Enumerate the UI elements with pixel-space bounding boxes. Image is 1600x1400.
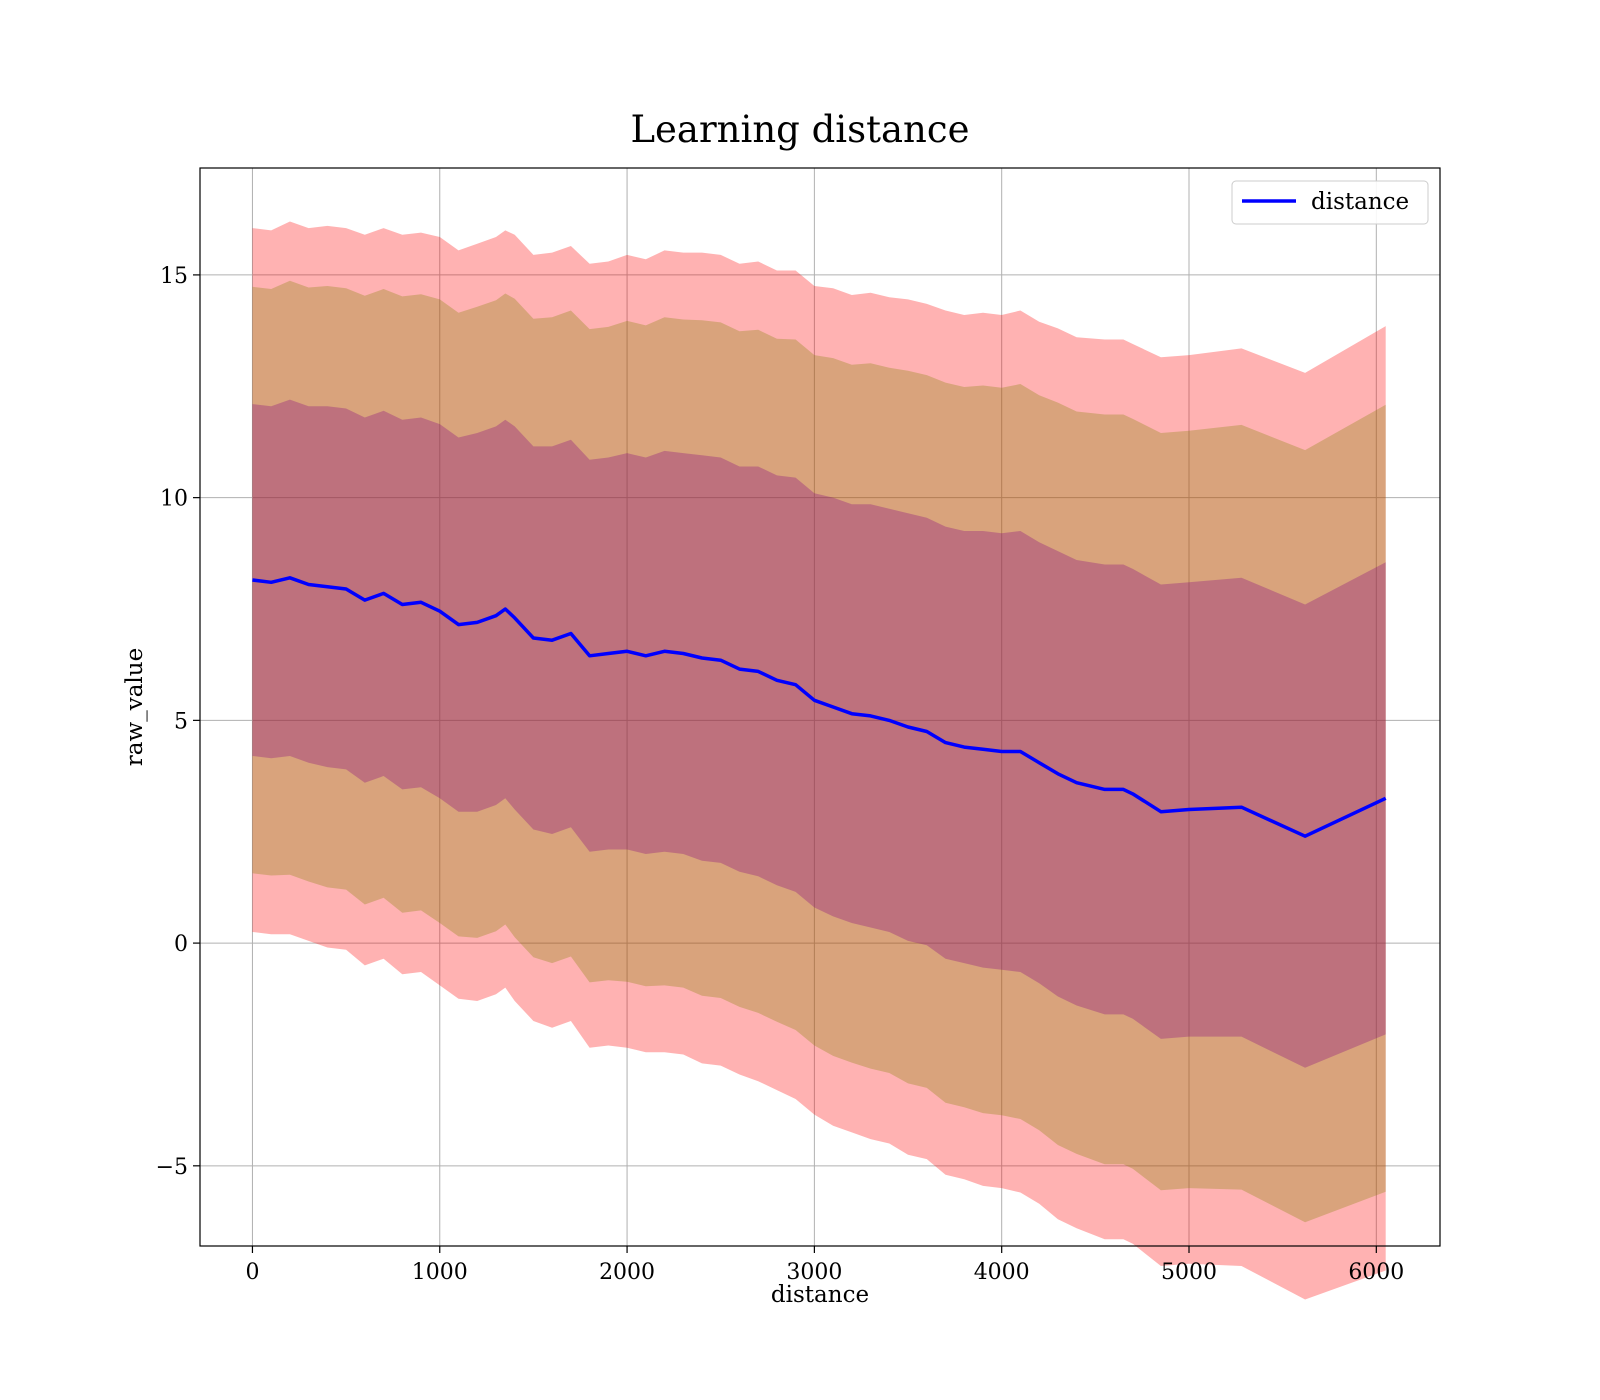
x-tick-label: 6000 <box>1348 1260 1404 1285</box>
band-middle <box>252 280 1386 1223</box>
y-tick-label: 10 <box>160 487 188 512</box>
y-tick-label: 0 <box>174 932 188 957</box>
x-tick-label: 5000 <box>1161 1260 1217 1285</box>
chart-title: Learning distance <box>630 108 969 151</box>
band-inner <box>252 399 1386 1068</box>
y-tick-label: −5 <box>156 1155 188 1180</box>
legend-box <box>1231 180 1429 225</box>
plot-frame <box>199 167 1441 1247</box>
x-tick-label: 1000 <box>412 1260 468 1285</box>
x-tick-label: 3000 <box>786 1260 842 1285</box>
x-tick-label: 0 <box>245 1260 259 1285</box>
x-tick-label: 2000 <box>599 1260 655 1285</box>
x-tick-label: 4000 <box>974 1260 1030 1285</box>
y-axis-ticks: −5 0 5 10 15 <box>156 264 200 1180</box>
grid-lines <box>200 168 1440 1246</box>
band-outer <box>252 221 1386 1300</box>
x-axis-ticks: 0 1000 2000 3000 4000 5000 6000 <box>245 1246 1404 1285</box>
legend: distance <box>1231 180 1429 225</box>
series-line-distance <box>252 576 1387 838</box>
confidence-bands <box>252 221 1386 1300</box>
y-tick-label: 5 <box>174 709 188 734</box>
y-tick-label: 15 <box>160 264 188 289</box>
series-lines <box>252 576 1387 838</box>
legend-label-distance: distance <box>1311 189 1409 215</box>
x-axis-label: distance <box>771 1282 869 1308</box>
y-axis-label: raw_value <box>122 648 148 766</box>
